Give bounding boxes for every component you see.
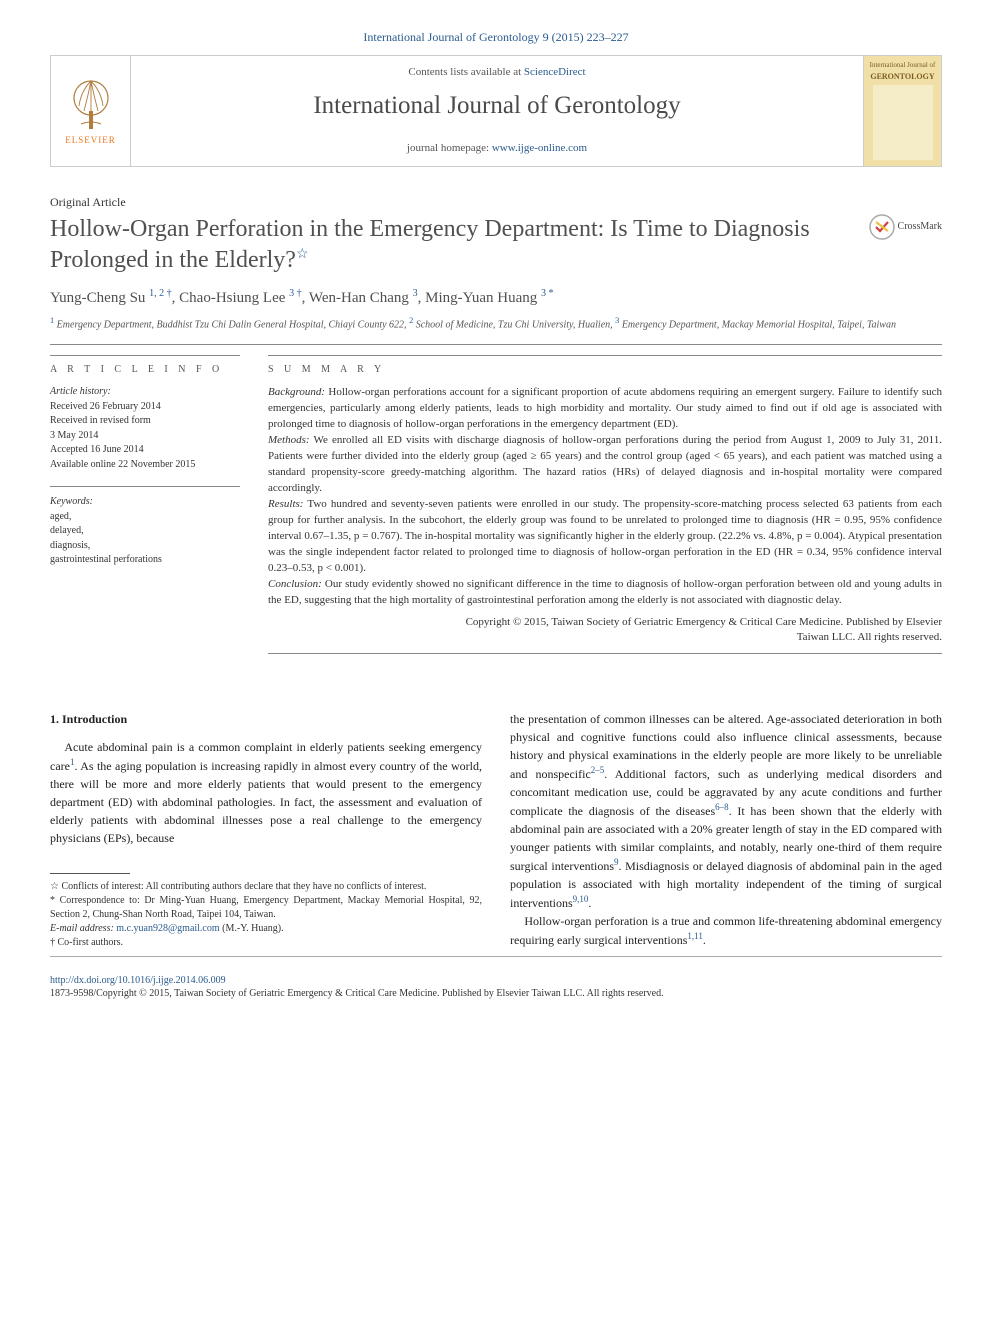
results-label: Results: [268,498,303,510]
history-line: Received in revised form [50,414,240,429]
cover-title-line2: GERONTOLOGY [870,72,934,81]
footnote-correspondence: * Correspondence to: Dr Ming-Yuan Huang,… [50,894,482,922]
footnotes: ☆ Conflicts of interest: All contributin… [50,873,482,950]
summary-column: s u m m a r y Background: Hollow-organ p… [268,355,942,662]
homepage-line: journal homepage: www.ijge-online.com [139,142,855,154]
info-rule-mid [50,486,240,487]
keyword: gastrointestinal perforations [50,553,240,568]
article-history-block: Article history: Received 26 February 20… [50,385,240,472]
journal-citation: International Journal of Gerontology 9 (… [50,30,942,45]
methods-label: Methods: [268,434,310,446]
contents-available-line: Contents lists available at ScienceDirec… [139,66,855,78]
journal-cover-thumb: International Journal of GERONTOLOGY [863,56,941,166]
footer-rule [50,956,942,957]
affiliations: 1 Emergency Department, Buddhist Tzu Chi… [50,315,942,332]
elsevier-label: ELSEVIER [65,135,116,145]
footnote-email: E-mail address: m.c.yuan928@gmail.com (M… [50,922,482,936]
elsevier-tree-icon [66,76,116,131]
body-col-right: the presentation of common illnesses can… [510,710,942,950]
body-col-left: 1. Introduction Acute abdominal pain is … [50,710,482,950]
intro-para-1: Acute abdominal pain is a common complai… [50,738,482,847]
footnote-cofirst: † Co-first authors. [50,936,482,950]
email-link[interactable]: m.c.yuan928@gmail.com [116,923,219,934]
intro-para-3: Hollow-organ perforation is a true and c… [510,912,942,949]
history-line: Received 26 February 2014 [50,400,240,415]
copyright-line2: Taiwan LLC. All rights reserved. [268,630,942,645]
homepage-link[interactable]: www.ijge-online.com [492,142,587,154]
section-number: 1. [50,712,59,726]
title-text: Hollow-Organ Perforation in the Emergenc… [50,216,810,273]
cover-body-placeholder [873,85,933,160]
history-line: Accepted 16 June 2014 [50,443,240,458]
info-rule-top [50,355,240,356]
section-title: Introduction [62,712,127,726]
keyword: diagnosis, [50,539,240,554]
summary-heading: s u m m a r y [268,364,942,375]
summary-body: Background: Hollow-organ perforations ac… [268,385,942,608]
doi-link[interactable]: http://dx.doi.org/10.1016/j.ijge.2014.06… [50,975,226,986]
author-list: Yung-Cheng Su 1, 2 †, Chao-Hsiung Lee 3 … [50,288,942,307]
keyword: aged, [50,510,240,525]
summary-rule-top [268,355,942,356]
background-label: Background: [268,386,325,398]
conclusion-text: Our study evidently showed no significan… [268,578,942,606]
article-type: Original Article [50,195,942,210]
email-label: E-mail address: [50,923,114,934]
history-line: Available online 22 November 2015 [50,458,240,473]
crossmark-label: CrossMark [898,221,942,232]
body-columns: 1. Introduction Acute abdominal pain is … [50,710,942,950]
journal-name: International Journal of Gerontology [139,92,855,120]
email-who: (M.-Y. Huang). [220,923,284,934]
crossmark-icon [869,214,895,240]
rule-top [50,344,942,345]
sciencedirect-link[interactable]: ScienceDirect [524,66,586,78]
article-title: Hollow-Organ Perforation in the Emergenc… [50,214,869,276]
issn-copyright-line: 1873-9598/Copyright © 2015, Taiwan Socie… [50,988,942,999]
keyword: delayed, [50,524,240,539]
summary-rule-bottom [268,653,942,654]
crossmark-badge[interactable]: CrossMark [869,214,942,240]
keywords-label: Keywords: [50,495,240,510]
section-1-heading: 1. Introduction [50,710,482,728]
doi-line: http://dx.doi.org/10.1016/j.ijge.2014.06… [50,975,942,986]
article-info-column: a r t i c l e i n f o Article history: R… [50,355,240,662]
masthead: ELSEVIER Contents lists available at Sci… [50,55,942,167]
footnote-separator [50,873,130,874]
cover-title-line1: International Journal of [870,62,936,70]
title-footnote-mark: ☆ [296,247,309,262]
masthead-center: Contents lists available at ScienceDirec… [131,56,863,166]
footnote-conflict: ☆ Conflicts of interest: All contributin… [50,880,482,894]
intro-para-2: the presentation of common illnesses can… [510,710,942,912]
publisher-logo-box: ELSEVIER [51,56,131,166]
contents-prefix: Contents lists available at [408,66,523,78]
keywords-block: Keywords: aged, delayed, diagnosis, gast… [50,495,240,568]
copyright-line1: Copyright © 2015, Taiwan Society of Geri… [268,615,942,630]
conclusion-label: Conclusion: [268,578,322,590]
methods-text: We enrolled all ED visits with discharge… [268,434,942,494]
homepage-prefix: journal homepage: [407,142,492,154]
results-text: Two hundred and seventy-seven patients w… [268,498,942,574]
article-info-heading: a r t i c l e i n f o [50,364,240,375]
history-label: Article history: [50,385,240,400]
history-line: 3 May 2014 [50,429,240,444]
background-text: Hollow-organ perforations account for a … [268,386,942,430]
summary-copyright: Copyright © 2015, Taiwan Society of Geri… [268,615,942,646]
